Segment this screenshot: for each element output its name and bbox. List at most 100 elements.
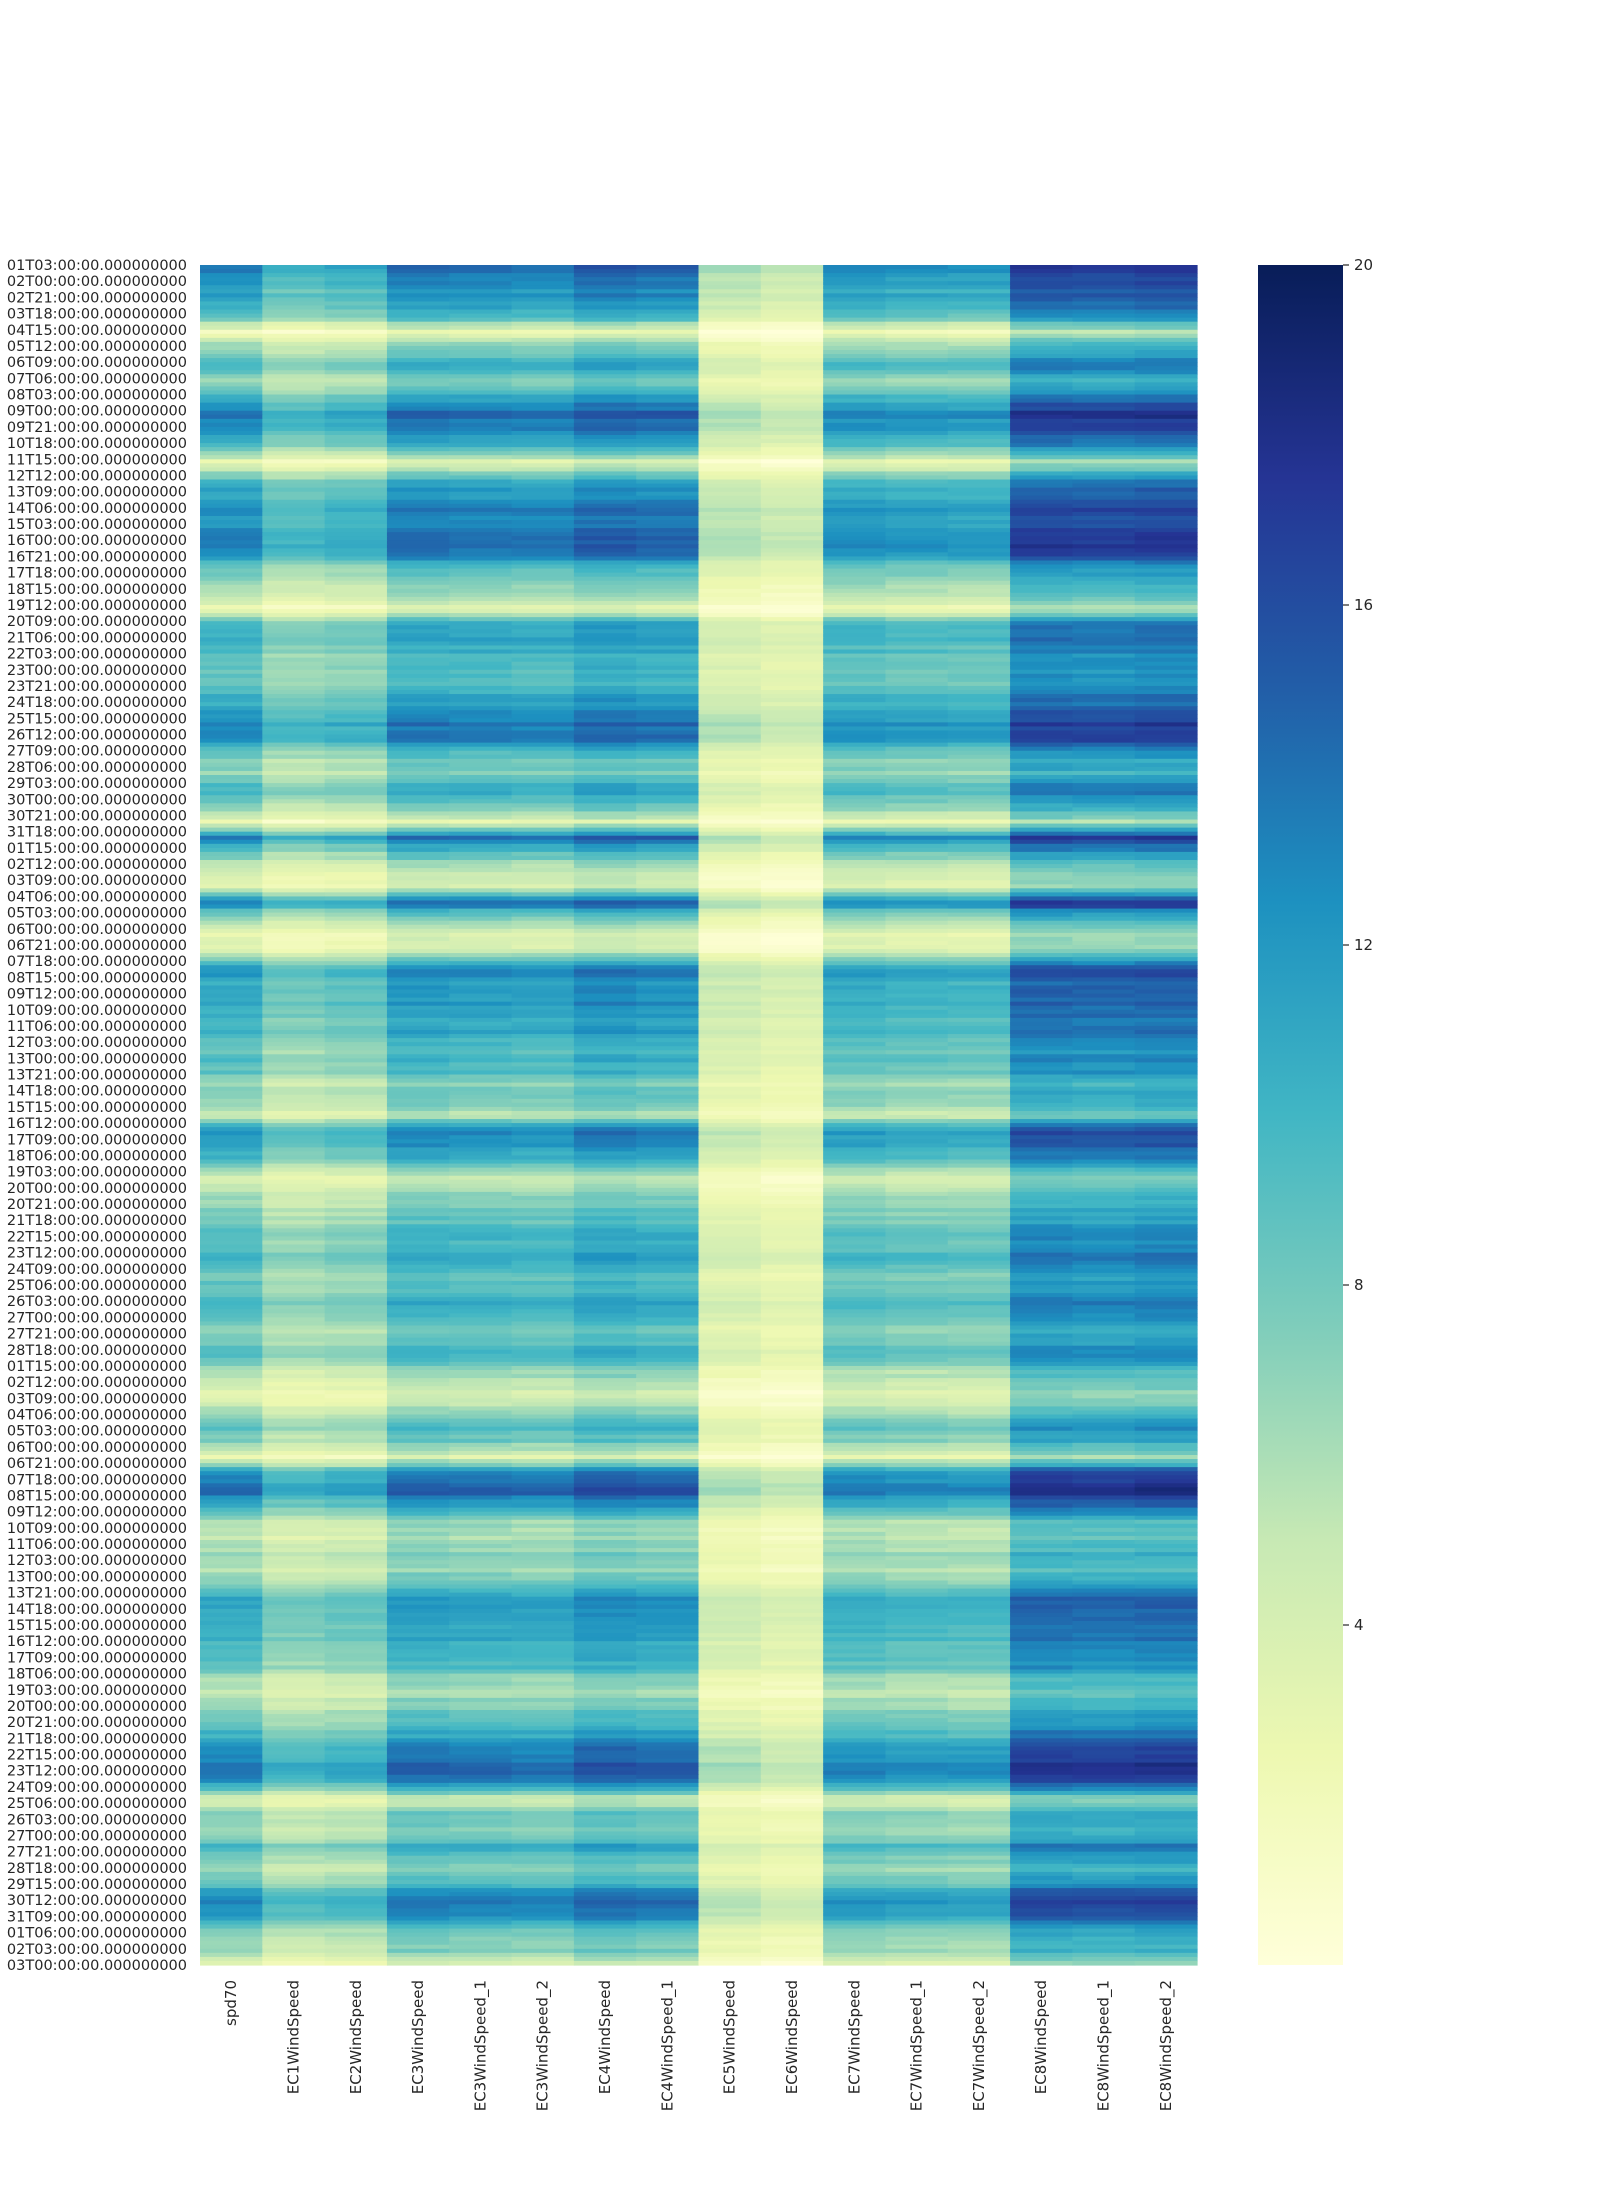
heatmap-cell: [262, 1191, 326, 1197]
heatmap-cell: [386, 325, 450, 331]
heatmap-cell: [1134, 507, 1198, 513]
heatmap-cell: [573, 835, 637, 841]
heatmap-cell: [1072, 880, 1136, 885]
heatmap-cell: [449, 511, 513, 517]
heatmap-cell: [1134, 479, 1198, 485]
heatmap-cell: [760, 1495, 824, 1501]
heatmap-cell: [947, 1082, 1011, 1088]
heatmap-cell: [1072, 855, 1136, 861]
heatmap-cell: [636, 293, 700, 298]
heatmap-cell: [386, 426, 450, 432]
heatmap-cell: [1134, 1410, 1198, 1416]
heatmap-cell: [823, 305, 887, 311]
heatmap-cell: [1134, 888, 1198, 893]
heatmap-cell: [262, 1414, 326, 1420]
heatmap-cell: [947, 1025, 1011, 1031]
heatmap-cell: [636, 714, 700, 719]
heatmap-cell: [885, 1479, 949, 1484]
heatmap-cell: [698, 265, 762, 270]
heatmap-cell: [698, 827, 762, 833]
heatmap-cell: [947, 868, 1011, 873]
heatmap-cell: [324, 1163, 388, 1169]
heatmap-cell: [947, 345, 1011, 351]
heatmap-cell: [636, 1175, 700, 1181]
heatmap-cell: [1134, 1349, 1198, 1355]
heatmap-cell: [1134, 418, 1198, 424]
heatmap-cell: [1072, 1078, 1136, 1084]
heatmap-cell: [947, 973, 1011, 978]
heatmap-cell: [386, 495, 450, 501]
heatmap-cell: [885, 629, 949, 634]
heatmap-cell: [1072, 1272, 1136, 1278]
heatmap-cell: [449, 669, 513, 675]
heatmap-cell: [1072, 483, 1136, 489]
heatmap-cell: [573, 1074, 637, 1080]
heatmap-cell: [698, 1054, 762, 1059]
heatmap-cell: [947, 1459, 1011, 1464]
heatmap-cell: [1010, 1515, 1073, 1521]
heatmap-cell: [262, 333, 326, 339]
heatmap-cell: [1072, 1503, 1136, 1509]
heatmap-cell: [823, 698, 887, 703]
heatmap-cell: [698, 884, 762, 889]
heatmap-cell: [885, 540, 949, 545]
heatmap-cell: [511, 317, 575, 323]
heatmap-cell: [885, 1398, 949, 1403]
heatmap-cell: [200, 690, 263, 695]
heatmap-cell: [324, 1232, 388, 1238]
heatmap-cell: [760, 989, 824, 995]
heatmap-cell: [885, 341, 949, 347]
heatmap-cell: [324, 576, 388, 582]
heatmap-cell: [823, 398, 887, 404]
heatmap-cell: [636, 1244, 700, 1250]
heatmap-cell: [324, 928, 388, 934]
heatmap-cell: [1072, 1370, 1136, 1375]
heatmap-cell: [885, 1042, 949, 1047]
heatmap-cell: [386, 366, 450, 371]
heatmap-cell: [760, 552, 824, 558]
heatmap-cell: [698, 685, 762, 691]
heatmap-cell: [885, 511, 949, 517]
heatmap-cell: [262, 1167, 326, 1173]
heatmap-cell: [262, 293, 326, 298]
heatmap-cell: [1072, 969, 1136, 974]
heatmap-cell: [947, 1301, 1011, 1306]
heatmap-cell: [823, 1123, 887, 1128]
heatmap-cell: [1134, 463, 1198, 468]
heatmap-cell: [636, 552, 700, 558]
heatmap-cell: [1072, 710, 1136, 715]
heatmap-cell: [1010, 1106, 1073, 1112]
heatmap-cell: [1134, 1212, 1198, 1217]
heatmap-cell: [947, 936, 1011, 942]
heatmap-cell: [386, 1365, 450, 1371]
heatmap-cell: [200, 896, 263, 902]
heatmap-cell: [947, 532, 1011, 537]
heatmap-cell: [573, 1163, 637, 1169]
heatmap-cell: [386, 479, 450, 485]
heatmap-cell: [698, 1337, 762, 1343]
heatmap-cell: [511, 803, 575, 808]
heatmap-cell: [636, 617, 700, 622]
heatmap-cell: [760, 1446, 824, 1452]
heatmap-cell: [449, 1248, 513, 1254]
heatmap-cell: [262, 1418, 326, 1424]
heatmap-cell: [262, 301, 326, 307]
heatmap-cell: [823, 564, 887, 570]
heatmap-cell: [262, 548, 326, 553]
heatmap-cell: [573, 1450, 637, 1456]
heatmap-cell: [947, 1406, 1011, 1412]
heatmap-cell: [1134, 394, 1198, 400]
heatmap-cell: [1010, 1228, 1073, 1233]
heatmap-cell: [1072, 1418, 1136, 1424]
heatmap-cell: [573, 536, 637, 541]
heatmap-cell: [760, 1175, 824, 1181]
heatmap-cell: [1072, 439, 1136, 444]
heatmap-cell: [698, 1244, 762, 1250]
heatmap-cell: [885, 1102, 949, 1108]
heatmap-cell: [760, 835, 824, 841]
heatmap-cell: [386, 471, 450, 477]
heatmap-cell: [449, 1216, 513, 1221]
heatmap-cell: [200, 321, 263, 327]
heatmap-cell: [1010, 807, 1073, 813]
heatmap-cell: [885, 669, 949, 675]
